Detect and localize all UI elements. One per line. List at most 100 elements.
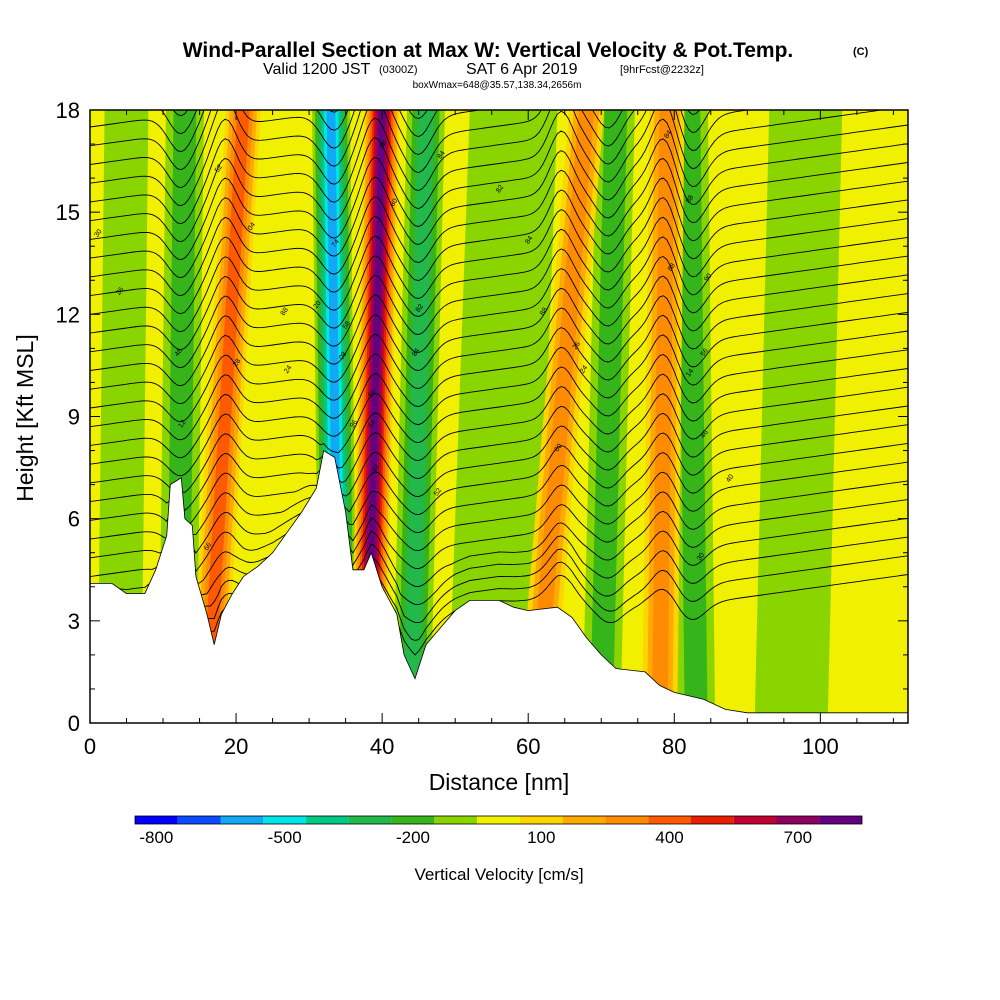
updraft-band xyxy=(527,110,595,723)
colorbar-swatch xyxy=(776,816,820,824)
subtitle-line: Valid 1200 JST (0300Z) SAT 6 Apr 2019 [9… xyxy=(263,61,704,78)
colorbar-tick-label: 400 xyxy=(655,828,683,847)
x-tick-label: 80 xyxy=(662,734,686,759)
x-axis-title: Distance [nm] xyxy=(429,769,570,795)
theta-contour xyxy=(90,197,908,333)
x-tick-label: 0 xyxy=(84,734,96,759)
y-tick-label: 9 xyxy=(68,405,80,430)
colorbar-swatch xyxy=(348,816,392,824)
contour-label: 64 xyxy=(367,419,377,429)
theta-contour xyxy=(90,536,908,629)
plot-area: 30 26 52 04 48 28 24 12 20 88 74 58 08 96 48 80 56 64 92 82… xyxy=(90,110,908,723)
theta-contour xyxy=(90,138,908,279)
contour-label: 20 xyxy=(313,300,323,310)
theta-contour xyxy=(90,368,908,493)
contour-label: 96 xyxy=(349,419,359,429)
x-tick-label: 20 xyxy=(224,734,248,759)
x-tick-label: 100 xyxy=(802,734,839,759)
x-axis-ticks: 0 20 40 60 80 100 xyxy=(84,110,894,759)
contour-label: 48 xyxy=(174,347,184,357)
theta-contour xyxy=(90,349,908,477)
colorbar-swatch xyxy=(648,816,691,824)
subtitle-valid: Valid 1200 JST xyxy=(263,61,371,78)
field-band xyxy=(754,110,843,723)
colorbar-swatch xyxy=(177,816,221,824)
contour-label: 40 xyxy=(725,473,735,483)
subtitle-zulu: (0300Z) xyxy=(379,64,418,76)
colorbar-swatch xyxy=(306,816,349,824)
x-tick-label: 40 xyxy=(370,734,394,759)
field-band xyxy=(97,110,149,723)
theta-contour xyxy=(90,255,908,387)
contour-label: 82 xyxy=(415,303,425,313)
terrain xyxy=(90,450,908,723)
contour-label: 24 xyxy=(283,364,293,374)
contour-label: 92 xyxy=(371,463,381,473)
colorbar-swatch xyxy=(477,816,520,824)
colorbar-swatch xyxy=(605,816,649,824)
theta-contour xyxy=(90,177,908,315)
theta-contour xyxy=(90,386,908,512)
y-tick-label: 15 xyxy=(56,200,80,225)
contour-label: 66 xyxy=(203,541,213,551)
theta-contour xyxy=(90,499,908,604)
theta-contour xyxy=(90,274,908,405)
contour-label: 74 xyxy=(331,238,341,248)
contour-label: 56 xyxy=(700,347,710,357)
contour-label: 28 xyxy=(232,358,242,368)
contour-label: 26 xyxy=(115,286,125,296)
colorbar-tick-label: 100 xyxy=(527,828,555,847)
contour-label: 14 xyxy=(685,368,695,378)
chart-title: Wind-Parallel Section at Max W: Vertical… xyxy=(183,39,794,62)
contour-label: 84 xyxy=(663,129,673,139)
contour-label: 88 xyxy=(280,307,290,317)
contour-label: 24 xyxy=(579,364,589,374)
contour-label: 52 xyxy=(214,163,224,173)
contour-label: 60 xyxy=(554,443,564,453)
contour-label: 26 xyxy=(572,341,582,351)
colorbar-swatch xyxy=(733,816,777,824)
theta-contour xyxy=(90,110,711,207)
colorbar-swatch xyxy=(690,816,734,824)
colorbar-frame xyxy=(134,815,863,825)
y-tick-label: 18 xyxy=(56,98,80,123)
theta-contour xyxy=(90,442,908,559)
updraft-band xyxy=(200,110,250,723)
theta-contour xyxy=(90,110,885,243)
colorbar: -800 -500 -200 100 400 700 xyxy=(134,815,863,847)
contour-label: 88 xyxy=(685,194,695,204)
contour-label: 46 xyxy=(700,429,710,439)
contour-label: 80 xyxy=(389,198,399,208)
box-info: boxWmax=648@35.57,138.34,2656m xyxy=(413,80,582,91)
y-axis-title: Height [Kft MSL] xyxy=(12,334,38,501)
theta-contour xyxy=(90,293,908,423)
terrain-outline xyxy=(90,449,908,714)
contour-label: 84 xyxy=(437,150,447,160)
colorbar-swatch xyxy=(434,816,478,824)
theta-contour xyxy=(90,157,908,297)
contour-label: 56 xyxy=(367,388,377,398)
contour-label: 88 xyxy=(539,307,549,317)
potential-temperature-contours xyxy=(90,110,908,656)
contour-label: 08 xyxy=(338,351,348,361)
contour-label: 82 xyxy=(495,184,505,194)
contour-label: 58 xyxy=(342,320,352,330)
colorbar-swatch xyxy=(263,816,307,824)
contour-label: 52 xyxy=(433,487,443,497)
contour-label: 12 xyxy=(177,419,187,429)
colorbar-title: Vertical Velocity [cm/s] xyxy=(414,865,583,884)
colorbar-swatch xyxy=(562,816,606,824)
theta-contour xyxy=(90,461,908,578)
colorbar-swatch xyxy=(135,816,178,824)
theta-contour xyxy=(90,330,908,459)
x-tick-label: 60 xyxy=(516,734,540,759)
colorbar-tick-label: -800 xyxy=(139,828,173,847)
y-axis-ticks: 0 3 6 9 12 15 18 xyxy=(56,98,908,736)
title-badge: (C) xyxy=(853,46,869,58)
y-tick-label: 3 xyxy=(68,609,80,634)
theta-contour xyxy=(90,311,908,441)
colorbar-tick-label: -200 xyxy=(396,828,430,847)
colorbar-tick-label: 700 xyxy=(784,828,812,847)
theta-contour xyxy=(90,216,908,351)
